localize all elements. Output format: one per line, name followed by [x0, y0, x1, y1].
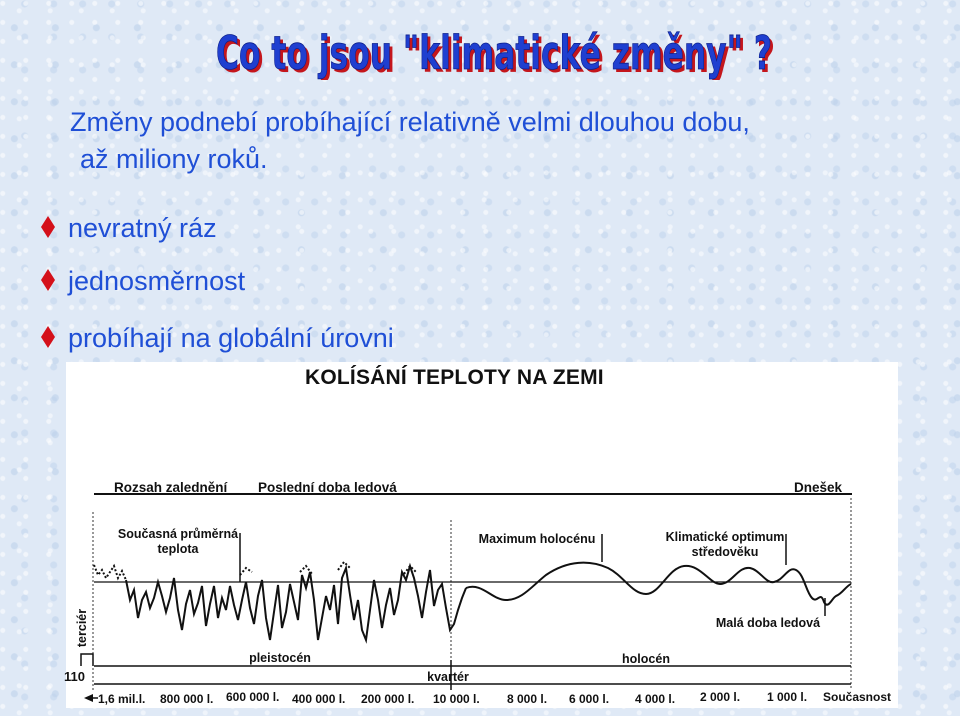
time-tick-label: Současnost: [823, 690, 891, 704]
bullet-item: jednosměrnost: [40, 265, 245, 297]
intro-line-2: až miliony roků.: [80, 144, 268, 174]
bullet-text: probíhají na globální úrovni: [68, 323, 394, 353]
label-glaciation-extent: Rozsah zalednění: [114, 480, 229, 495]
label-axis-start: 110: [64, 669, 85, 684]
annotation-current-avg-1: Současná průměrná: [118, 527, 238, 541]
chart-title: KOLÍSÁNÍ TEPLOTY NA ZEMI: [305, 366, 604, 389]
label-tertiary: terciér: [75, 609, 89, 647]
time-tick-label: 2 000 l.: [700, 690, 740, 704]
time-tick-label: 200 000 l.: [361, 692, 414, 706]
temperature-curve-holocene: [465, 561, 852, 606]
annotation-little-ice-age: Malá doba ledová: [716, 616, 820, 630]
time-tick-label: 10 000 l.: [433, 692, 480, 706]
time-tick-label: 600 000 l.: [226, 690, 279, 704]
time-tick-label: 8 000 l.: [507, 692, 547, 706]
era-bracket-left: [80, 653, 94, 666]
intro-paragraph: Změny podnebí probíhající relativně velm…: [70, 104, 890, 178]
time-tick-label: 1 000 l.: [767, 690, 807, 704]
temperature-curve-glacial: [125, 562, 467, 644]
slide-title-shadow: Co to jsou "klimatické změny" ?: [219, 29, 775, 80]
diamond-bullet-icon: [40, 265, 68, 297]
intro-line-1: Změny podnebí probíhající relativně velm…: [70, 107, 750, 137]
label-quaternary: kvartér: [427, 670, 469, 684]
bullet-text: jednosměrnost: [68, 266, 246, 296]
time-tick-label: 4 000 l.: [635, 692, 675, 706]
bullet-item: probíhají na globální úrovni: [40, 322, 394, 354]
annotation-holocene-max: Maximum holocénu: [479, 532, 596, 546]
temperature-curve-dotted-early: [93, 563, 127, 581]
time-tick-label: 800 000 l.: [160, 692, 213, 706]
chart-panel: [66, 362, 898, 708]
temperature-curve-dotted-glacial-peaks: [239, 560, 417, 576]
label-holocene: holocén: [622, 652, 670, 666]
bullet-item: nevratný ráz: [40, 212, 217, 244]
slide-title-text: Co to jsou "klimatické změny" ?: [216, 26, 772, 80]
bullet-text: nevratný ráz: [68, 213, 217, 243]
time-tick-label: 400 000 l.: [292, 692, 345, 706]
time-axis-arrow-icon: [84, 694, 93, 702]
annotation-medieval-2: středověku: [692, 545, 759, 559]
label-pleistocene: pleistocén: [249, 651, 311, 665]
time-tick-label: 1,6 mil.l.: [98, 692, 145, 706]
diamond-bullet-icon: [40, 212, 68, 244]
diamond-bullet-icon: [40, 322, 68, 354]
annotation-current-avg-2: teplota: [158, 542, 200, 556]
label-last-ice-age: Poslední doba ledová: [258, 480, 397, 495]
label-today: Dnešek: [794, 480, 843, 495]
slide-title: Co to jsou "klimatické změny" ? Co to js…: [216, 26, 775, 80]
time-tick-label: 6 000 l.: [569, 692, 609, 706]
annotation-medieval-1: Klimatické optimum: [666, 530, 785, 544]
